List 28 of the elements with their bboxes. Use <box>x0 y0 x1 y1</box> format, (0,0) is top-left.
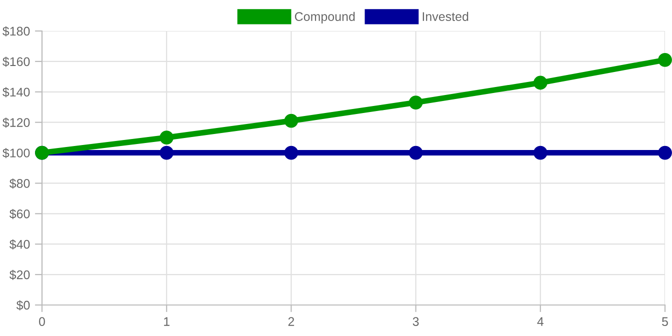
point <box>533 146 548 160</box>
legend-label: Invested <box>422 12 468 21</box>
y-tick-label: $40 <box>9 239 30 250</box>
y-tick-label: $120 <box>2 118 30 128</box>
y-tick-label: $0 <box>16 300 30 310</box>
point <box>658 52 672 67</box>
y-tick-label: $100 <box>2 148 30 158</box>
x-tick-label: 1 <box>164 317 170 326</box>
point <box>284 146 298 160</box>
x-tick-label: 5 <box>662 317 668 326</box>
y-tick-label: $140 <box>2 87 30 98</box>
legend-label: Compound <box>294 12 355 24</box>
x-tick-label: 3 <box>412 317 419 326</box>
y-tick-label: $160 <box>2 56 30 67</box>
x-tick-label: 0 <box>39 317 45 326</box>
point <box>284 114 298 128</box>
y-tick-label: $60 <box>9 208 30 220</box>
point <box>160 130 174 144</box>
y-tick-label: $180 <box>2 26 30 36</box>
point <box>160 146 174 160</box>
y-tick-label: $20 <box>9 270 30 280</box>
y-tick-label: $80 <box>9 178 30 189</box>
point <box>658 146 672 160</box>
point <box>408 96 423 110</box>
x-tick-label: 4 <box>537 317 544 326</box>
point <box>533 76 548 90</box>
point <box>408 146 423 160</box>
x-tick-label: 2 <box>288 317 294 326</box>
